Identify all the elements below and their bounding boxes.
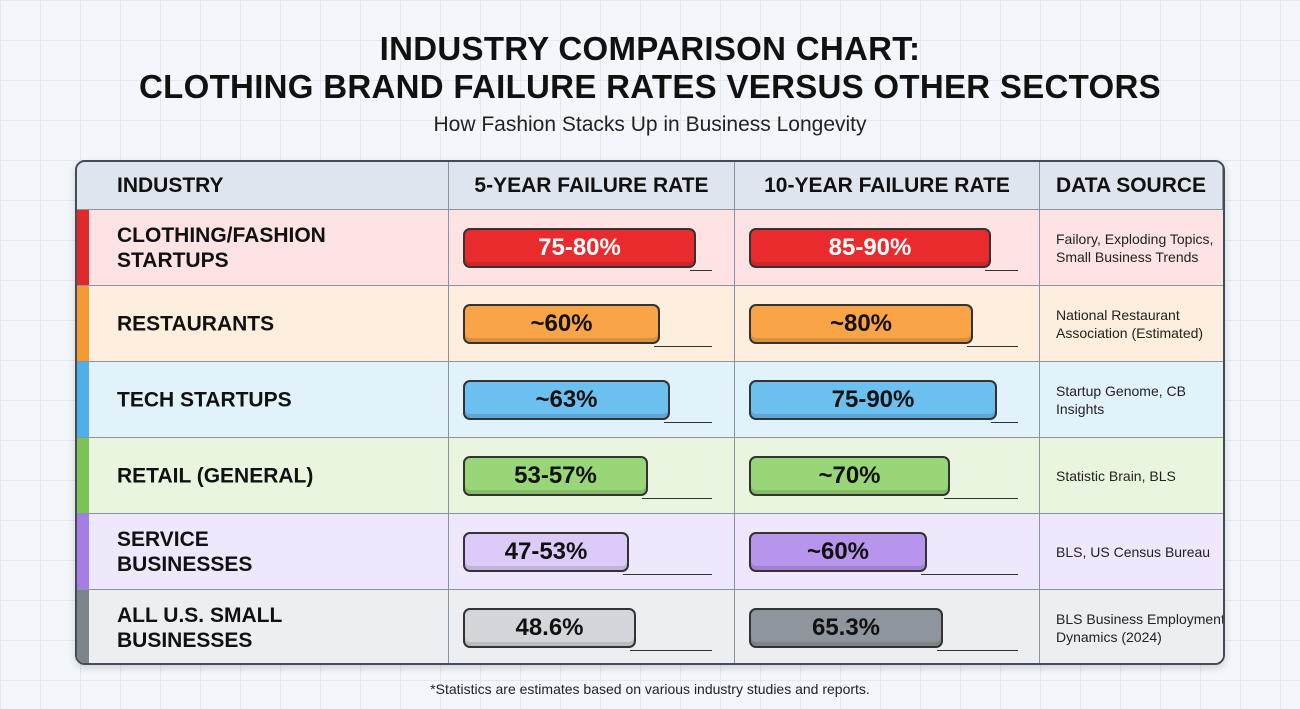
title: CLOTHING BRAND FAILURE RATES VERSUS OTHE… <box>139 68 1161 105</box>
baseline <box>664 422 712 423</box>
cell: BLS Business Employment Dynamics (2024) <box>1040 590 1225 663</box>
baseline <box>623 574 712 575</box>
baseline <box>937 650 1018 651</box>
table-row: ALL U.S. SMALL BUSINESSES 48.6% 65.3% BLS B… <box>77 590 1225 663</box>
cell <box>77 210 449 285</box>
cell: 47-53% <box>449 514 735 589</box>
row-accent <box>77 590 89 663</box>
rate-bar: ~60% <box>463 304 660 344</box>
cell: ~70% <box>735 438 1040 513</box>
baseline <box>630 650 712 651</box>
rate-bar: 48.6% <box>463 608 636 648</box>
rate-bar: 75-90% <box>749 380 997 420</box>
cell <box>77 438 449 513</box>
table: INDUSTRY 5-YEAR FAILURE RATE 10-YEAR FAILU… <box>75 160 1225 665</box>
cell: 65.3% <box>735 590 1040 663</box>
row-accent <box>77 210 89 285</box>
baseline <box>642 498 712 499</box>
cell: ~60% <box>449 286 735 361</box>
baseline <box>690 270 712 271</box>
data-source: BLS, US Census Bureau <box>1056 543 1211 560</box>
subtitle: How Fashion Stacks Up in Business Longev… <box>433 113 867 136</box>
column-header: 5-YEAR FAILURE RATE <box>449 162 735 210</box>
baseline <box>654 346 712 347</box>
data-source: Statistic Brain, BLS <box>1056 467 1176 484</box>
table-row: RESTAURANTS ~60% ~80% National Restaurant A… <box>77 286 1223 362</box>
row-accent <box>77 514 89 589</box>
baseline <box>991 422 1018 423</box>
rate-bar: 47-53% <box>463 532 629 572</box>
industry-label: TECH STARTUPS <box>117 388 292 411</box>
data-source: National Restaurant Association (Estimat… <box>1056 306 1204 341</box>
cell: ~80% <box>735 286 1040 361</box>
rate-bar: ~70% <box>749 456 950 496</box>
industry-label: ALL U.S. SMALL BUSINESSES <box>117 603 282 652</box>
column-header: 10-YEAR FAILURE RATE <box>735 162 1040 210</box>
cell: ~60% <box>735 514 1040 589</box>
row-accent <box>77 286 89 361</box>
baseline <box>967 346 1018 347</box>
rate-bar: 75-80% <box>463 228 696 268</box>
baseline <box>985 270 1018 271</box>
footnote: *Statistics are estimates based on vario… <box>430 681 870 697</box>
row-accent <box>77 438 89 513</box>
cell: BLS, US Census Bureau <box>1040 514 1223 589</box>
rate-bar: 65.3% <box>749 608 943 648</box>
table-row: TECH STARTUPS ~63% 75-90% Startup Genome, C… <box>77 362 1223 438</box>
rate-bar: ~60% <box>749 532 927 572</box>
row-accent <box>77 362 89 437</box>
table-row: SERVICE BUSINESSES 47-53% ~60% BLS, US Cens… <box>77 514 1223 590</box>
industry-label: RESTAURANTS <box>117 312 275 335</box>
column-header: INDUSTRY <box>77 162 449 210</box>
cell: 85-90% <box>735 210 1040 285</box>
data-source: BLS Business Employment Dynamics (2024) <box>1056 610 1225 645</box>
table-row: RETAIL (GENERAL) 53-57% ~70% Statistic Brai… <box>77 438 1223 514</box>
industry-label: RETAIL (GENERAL) <box>117 464 314 487</box>
cell <box>77 590 449 663</box>
cell: 53-57% <box>449 438 735 513</box>
industry-label: CLOTHING/FASHION STARTUPS <box>117 223 326 272</box>
cell <box>77 286 449 361</box>
rate-bar: 85-90% <box>749 228 991 268</box>
cell: 75-90% <box>735 362 1040 437</box>
cell: Statistic Brain, BLS <box>1040 438 1223 513</box>
cell: 48.6% <box>449 590 735 663</box>
cell: Startup Genome, CB Insights <box>1040 362 1223 437</box>
baseline <box>921 574 1018 575</box>
cell: 75-80% <box>449 210 735 285</box>
cell <box>77 514 449 589</box>
cell <box>77 362 449 437</box>
cell: Failory, Exploding Topics, Small Busines… <box>1040 210 1223 285</box>
cell: ~63% <box>449 362 735 437</box>
baseline <box>944 498 1018 499</box>
rate-bar: ~80% <box>749 304 973 344</box>
data-source: Startup Genome, CB Insights <box>1056 382 1186 417</box>
data-source: Failory, Exploding Topics, Small Busines… <box>1056 230 1214 265</box>
rate-bar: 53-57% <box>463 456 648 496</box>
industry-label: SERVICE BUSINESSES <box>117 527 253 576</box>
cell: National Restaurant Association (Estimat… <box>1040 286 1223 361</box>
title: INDUSTRY COMPARISON CHART: <box>379 30 921 67</box>
rate-bar: ~63% <box>463 380 670 420</box>
column-header: DATA SOURCE <box>1040 162 1223 210</box>
table-row: CLOTHING/FASHION STARTUPS 75-80% 85-90% Fai… <box>77 210 1223 286</box>
